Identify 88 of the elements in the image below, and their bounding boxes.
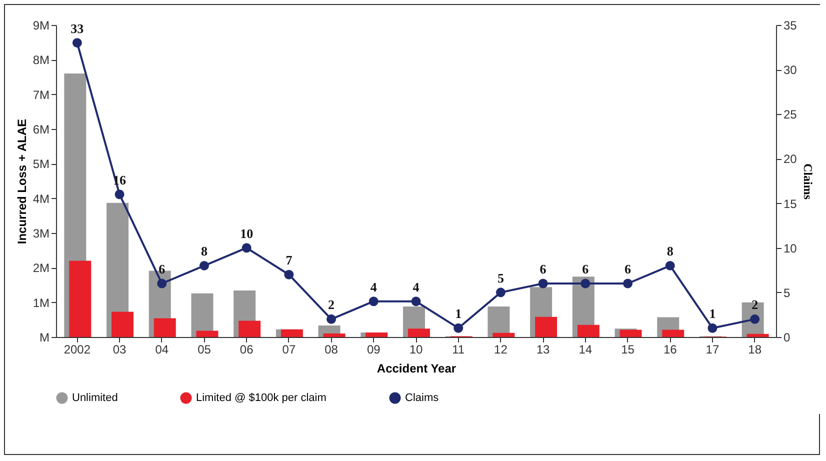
y-tick-label: 3M bbox=[32, 226, 50, 240]
bar bbox=[408, 328, 430, 337]
bar bbox=[620, 330, 642, 337]
point bbox=[538, 278, 548, 288]
x-tick-label: 15 bbox=[621, 342, 635, 356]
y2-tick-label: 10 bbox=[784, 241, 798, 256]
y2-tick-label: 20 bbox=[784, 152, 798, 166]
x-tick-label: 08 bbox=[324, 342, 338, 356]
data-label: 8 bbox=[666, 244, 674, 259]
point bbox=[157, 278, 167, 288]
data-label: 5 bbox=[497, 270, 504, 286]
y2-tick-label: 15 bbox=[784, 196, 798, 211]
x-tick-label: 18 bbox=[748, 342, 762, 356]
data-label: 6 bbox=[624, 262, 632, 277]
y2-tick-label: 35 bbox=[784, 18, 798, 32]
bar bbox=[746, 334, 769, 337]
x-tick-label: 06 bbox=[240, 342, 254, 356]
point bbox=[284, 270, 294, 280]
point bbox=[411, 296, 421, 306]
bar bbox=[280, 329, 303, 337]
legend-label: Claims bbox=[405, 392, 440, 404]
bar bbox=[535, 316, 558, 337]
y2-tick-label: 25 bbox=[784, 108, 798, 122]
point bbox=[454, 323, 464, 333]
data-label: 2 bbox=[328, 297, 335, 312]
bar bbox=[238, 320, 261, 337]
x-tick-label: 13 bbox=[536, 342, 550, 356]
data-label: 6 bbox=[158, 262, 166, 277]
data-label: 10 bbox=[240, 226, 254, 241]
legend-label: Unlimited bbox=[72, 392, 118, 404]
point bbox=[665, 260, 675, 270]
bar bbox=[488, 306, 510, 337]
x-tick-label: 03 bbox=[112, 342, 127, 356]
point bbox=[114, 190, 124, 200]
y-tick-label: 7M bbox=[32, 88, 50, 102]
y-tick-label: 5M bbox=[32, 157, 50, 172]
y-tick-label: M bbox=[40, 330, 50, 344]
point bbox=[72, 38, 82, 48]
data-label: 1 bbox=[709, 306, 716, 322]
data-label: 1 bbox=[455, 306, 462, 322]
data-label: 4 bbox=[412, 279, 420, 294]
bar bbox=[492, 332, 515, 337]
x-tick-label: 2002 bbox=[64, 342, 91, 356]
legend-label: Limited @ $100k per claim bbox=[196, 392, 326, 404]
point bbox=[496, 288, 506, 298]
x-tick-label: 10 bbox=[409, 342, 423, 356]
y-tick-label: 6M bbox=[32, 122, 50, 136]
y-axis-title: Incurred Loss + ALAE bbox=[14, 118, 29, 244]
x-tick-label: 09 bbox=[366, 342, 381, 356]
data-label: 6 bbox=[540, 262, 547, 277]
bar bbox=[366, 332, 388, 337]
y-tick-label: 1M bbox=[32, 296, 50, 310]
data-label: 7 bbox=[286, 252, 293, 268]
y-tick-label: 9M bbox=[32, 18, 50, 32]
bar bbox=[112, 312, 134, 337]
y-tick-label: 2M bbox=[32, 261, 50, 276]
x-tick-label: 12 bbox=[494, 342, 508, 356]
y-tick-label: 4M bbox=[32, 192, 50, 206]
x-tick-label: 07 bbox=[282, 342, 296, 356]
x-tick-label: 05 bbox=[198, 342, 212, 356]
bar bbox=[69, 260, 92, 337]
y2-tick-label: 5 bbox=[784, 286, 790, 300]
y2-tick-label: 30 bbox=[784, 63, 798, 78]
x-tick-label: 17 bbox=[706, 342, 720, 356]
point bbox=[368, 296, 378, 306]
data-label: 4 bbox=[370, 279, 378, 294]
bar bbox=[323, 334, 346, 337]
x-tick-label: 16 bbox=[663, 342, 678, 356]
bar bbox=[662, 330, 684, 337]
point bbox=[326, 314, 336, 324]
y2-axis-title: Claims bbox=[800, 164, 815, 200]
point bbox=[199, 260, 209, 270]
y-tick-label: 8M bbox=[32, 53, 50, 68]
point bbox=[242, 243, 252, 253]
data-label: 33 bbox=[70, 20, 84, 36]
x-tick-label: 14 bbox=[578, 342, 592, 356]
point bbox=[708, 323, 718, 333]
data-label: 6 bbox=[582, 262, 590, 277]
x-axis-title: Accident Year bbox=[376, 362, 456, 376]
y2-tick-label: 0 bbox=[784, 330, 790, 344]
bar bbox=[196, 330, 218, 337]
point bbox=[580, 278, 590, 288]
data-label: 8 bbox=[200, 244, 208, 259]
bar bbox=[577, 324, 600, 337]
x-tick-label: 11 bbox=[452, 342, 465, 356]
x-tick-label: 04 bbox=[155, 342, 169, 356]
point bbox=[623, 278, 633, 288]
bar bbox=[154, 318, 176, 337]
